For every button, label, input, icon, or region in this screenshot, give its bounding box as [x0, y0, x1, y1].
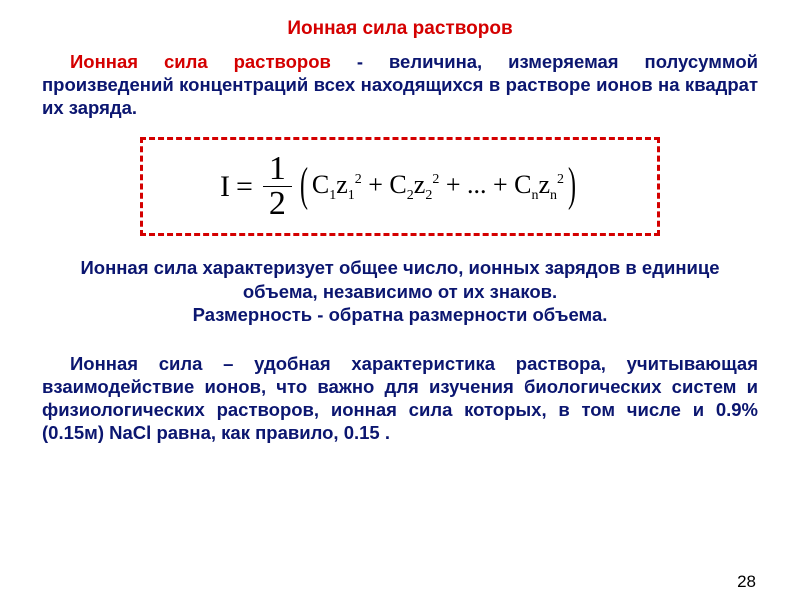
formula-fraction: 1 2	[263, 152, 292, 221]
fraction-denominator: 2	[263, 186, 292, 221]
explanation-block: Ионная сила характеризует общее число, и…	[42, 256, 758, 325]
page-title: Ионная сила растворов	[42, 18, 758, 40]
body-paragraph: Ионная сила – удобная характеристика рас…	[42, 352, 758, 445]
formula-equals: =	[236, 170, 253, 204]
formula-box: I = 1 2 ( C1z12 + C2z22 + ... + Cnzn2 )	[140, 137, 660, 236]
definition-paragraph: Ионная сила растворов - величина, измеря…	[42, 50, 758, 119]
formula: I = 1 2 ( C1z12 + C2z22 + ... + Cnzn2 )	[220, 152, 580, 221]
slide-page: Ионная сила растворов Ионная сила раство…	[0, 0, 800, 600]
formula-lhs: I	[220, 170, 230, 204]
page-number: 28	[737, 572, 756, 592]
definition-term: Ионная сила растворов	[70, 51, 331, 72]
fraction-numerator: 1	[263, 152, 292, 186]
explain-line-2: Размерность - обратна размерности объема…	[42, 303, 758, 326]
explain-line-1: Ионная сила характеризует общее число, и…	[42, 256, 758, 302]
formula-terms: C1z12 + C2z22 + ... + Cnzn2	[312, 170, 564, 204]
